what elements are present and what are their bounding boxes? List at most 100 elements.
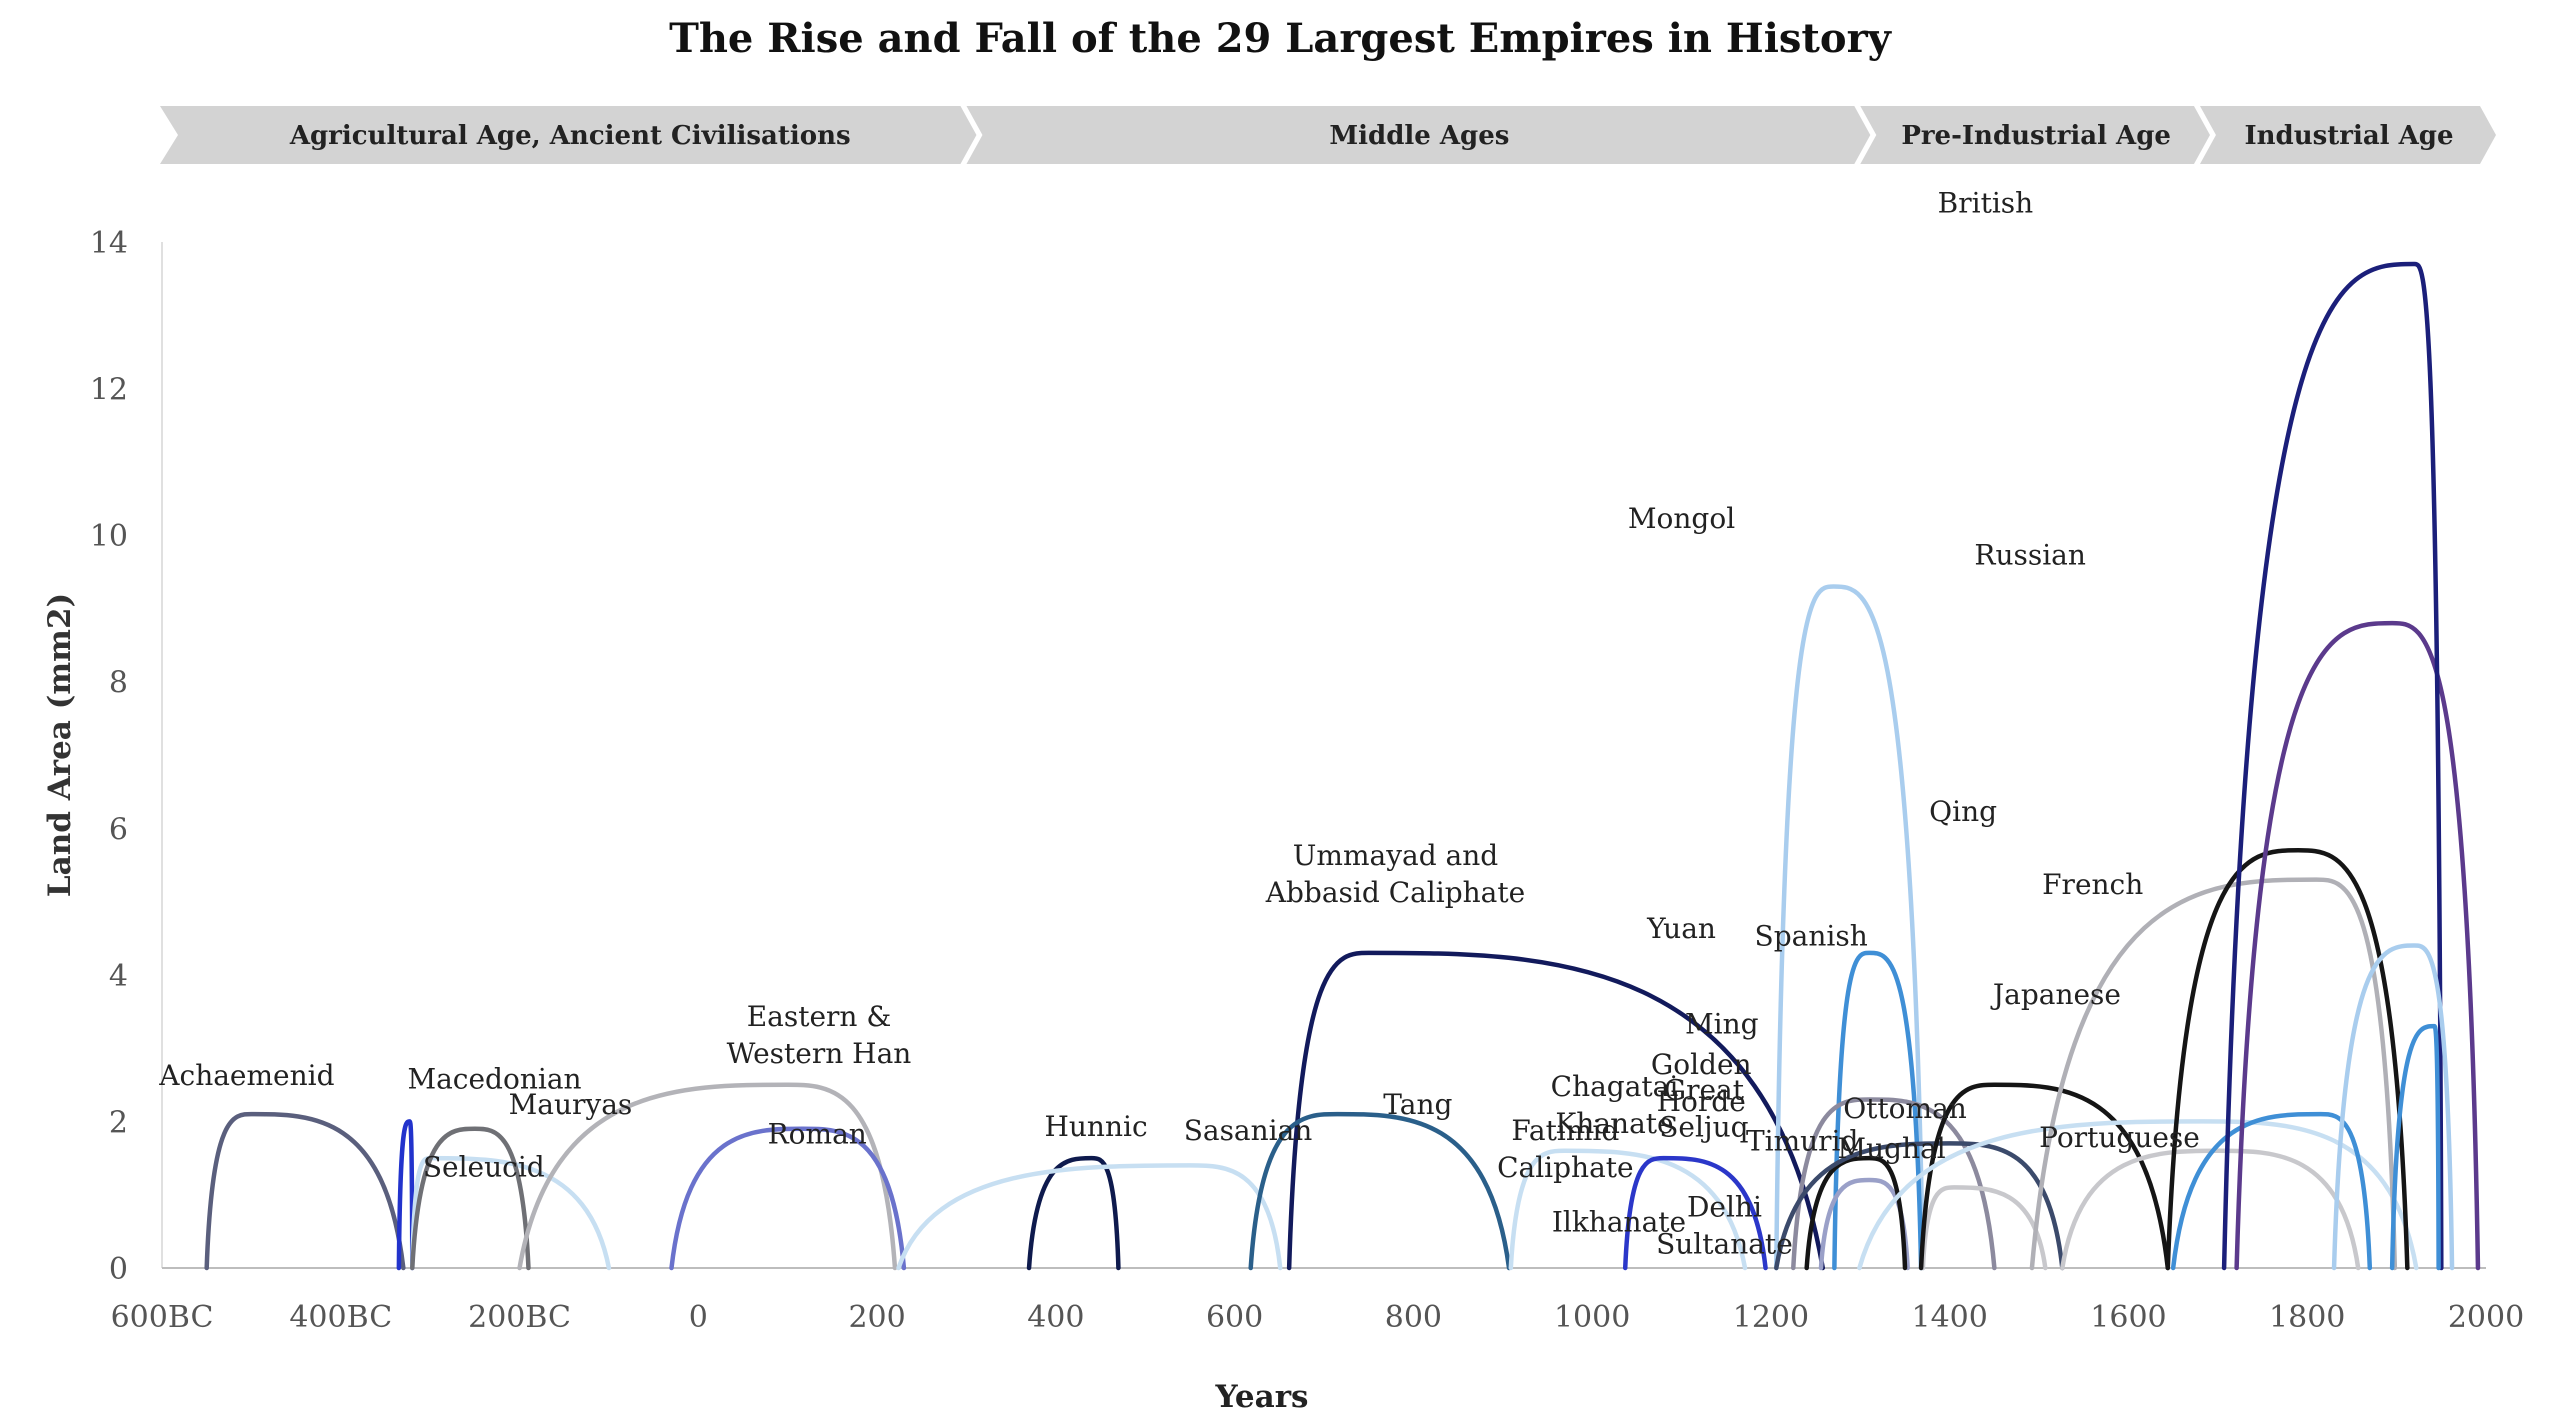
series-label-line: Western Han — [727, 1037, 912, 1070]
series-label-ottoman: Ottoman — [1843, 1092, 1967, 1125]
x-tick-label: 400BC — [289, 1300, 392, 1335]
series-line-roman — [669, 1126, 907, 1271]
series-line-hunnic — [1026, 1155, 1121, 1271]
era-label-agricultural-age-ancient-civilisations: Agricultural Age, Ancient Civilisations — [289, 121, 851, 151]
series-label-line: Tang — [1383, 1088, 1452, 1121]
series-label-line: Eastern & — [747, 1000, 892, 1033]
x-tick-label: 200BC — [468, 1300, 571, 1335]
series-line-japanese — [2389, 1023, 2441, 1271]
x-axis-label: Years — [1214, 1379, 1308, 1415]
series-label-line: Ottoman — [1843, 1092, 1967, 1125]
series-label-line: Chagatai — [1551, 1070, 1679, 1103]
series-line-mughal — [2060, 1148, 2361, 1271]
series-label-mongol: Mongol — [1628, 502, 1735, 535]
series-line-macedonian — [396, 1119, 415, 1271]
x-tick-label: 1800 — [2269, 1300, 2345, 1335]
series-label-japanese: Japanese — [1990, 978, 2121, 1011]
series-label-line: Macedonian — [407, 1062, 581, 1095]
series-line-yuan — [1832, 950, 1924, 1271]
series-label-macedonian: Macedonian — [407, 1062, 581, 1095]
series-lines — [204, 261, 2481, 1271]
series-label-golden-horde: Golden Horde — [1651, 1048, 1752, 1118]
series-label-portuguese: Portuguese — [2039, 1121, 2200, 1154]
y-tick-label: 2 — [109, 1105, 128, 1140]
series-label-line: Ummayad and — [1293, 839, 1498, 872]
series-label-line: Spanish — [1755, 920, 1868, 953]
series-label-achaemenid: Achaemenid — [158, 1059, 334, 1092]
x-tick-label: 0 — [689, 1300, 708, 1335]
series-label-line: Timurid — [1746, 1125, 1859, 1158]
series-line-british — [2221, 261, 2444, 1271]
series-label-ilkhanate: Ilkhanate — [1552, 1205, 1686, 1238]
series-label-roman: Roman — [768, 1117, 867, 1150]
series-label-line: Sultanate — [1656, 1228, 1793, 1261]
series-label-line: Ilkhanate — [1552, 1205, 1686, 1238]
series-label-chagatai-khanate: Chagatai Khanate — [1551, 1070, 1679, 1140]
series-label-timurid: Timurid — [1746, 1125, 1859, 1158]
series-label-ming: Ming — [1685, 1007, 1759, 1040]
series-label-line: Great — [1664, 1073, 1745, 1106]
x-tick-label: 1400 — [1912, 1300, 1988, 1335]
series-label-line: French — [2042, 868, 2143, 901]
series-line-qing — [2165, 848, 2410, 1271]
series-labels: Achaemenid Macedonian Seleucid Mauryas Easte… — [158, 187, 2200, 1261]
x-tick-label: 1200 — [1733, 1300, 1809, 1335]
era-arrow-agricultural-age-ancient-civilisations — [160, 106, 977, 164]
era-arrow-industrial-age — [2199, 106, 2496, 164]
era-arrow-pre-industrial-age — [1860, 106, 2210, 164]
y-axis-label: Land Area (mm2) — [42, 593, 78, 897]
x-tick-label: 2000 — [2448, 1300, 2524, 1335]
series-label-line: Mongol — [1628, 502, 1735, 535]
x-tick-label: 200 — [848, 1300, 905, 1335]
series-label-line: Caliphate — [1497, 1151, 1634, 1184]
chart-title: The Rise and Fall of the 29 Largest Empi… — [669, 15, 1893, 62]
series-line-delhi-sultanate — [1774, 1141, 2065, 1271]
y-tick-label: 6 — [109, 812, 128, 847]
series-line-portuguese — [2170, 1111, 2373, 1271]
series-label-line: Roman — [768, 1117, 867, 1150]
series-label-line: Qing — [1929, 795, 1997, 828]
series-label-line: Japanese — [1990, 978, 2121, 1011]
x-tick-label: 1000 — [1554, 1300, 1630, 1335]
axes: 600BC 400BC 200BC 0 200 400 600 800 1000 1200 1400… — [90, 226, 2524, 1335]
x-tick-label: 400 — [1027, 1300, 1084, 1335]
x-tick-label: 600BC — [111, 1300, 214, 1335]
series-line-tang — [1248, 1111, 1512, 1271]
series-label-line: Mauryas — [509, 1088, 633, 1121]
series-label-eastern-western-han: Eastern & Western Han — [727, 1000, 912, 1070]
series-label-mauryas: Mauryas — [509, 1088, 633, 1121]
series-label-line: Abbasid Caliphate — [1265, 876, 1525, 909]
series-line-fatimid-caliphate — [1508, 1148, 1748, 1271]
series-label-russian: Russian — [1974, 538, 2086, 571]
series-line-mauryas — [410, 1126, 531, 1271]
y-tick-label: 14 — [90, 226, 128, 261]
series-label-line: Yuan — [1646, 912, 1716, 945]
x-tick-label: 600 — [1206, 1300, 1263, 1335]
series-label-line: Portuguese — [2039, 1121, 2200, 1154]
era-label-pre-industrial-age: Pre-Industrial Age — [1901, 121, 2171, 151]
series-label-line: Mughal — [1837, 1132, 1945, 1165]
y-tick-label: 4 — [109, 959, 128, 994]
series-label-line: Seljuq — [1659, 1110, 1748, 1143]
series-label-tang: Tang — [1383, 1088, 1452, 1121]
series-label-line: Golden — [1651, 1048, 1752, 1081]
series-label-ummayad-and-abbasid-caliphate: Ummayad and Abbasid Caliphate — [1265, 839, 1525, 909]
series-label-line: Seleucid — [423, 1150, 545, 1183]
series-label-line: Delhi — [1687, 1191, 1762, 1224]
series-label-spanish: Spanish — [1755, 920, 1868, 953]
series-line-ottoman — [1857, 1119, 2419, 1271]
series-label-hunnic: Hunnic — [1044, 1110, 1147, 1143]
series-label-line: British — [1938, 187, 2034, 220]
series-label-seleucid: Seleucid — [423, 1150, 545, 1183]
series-line-chagatai-khanate — [1791, 1097, 1997, 1271]
series-line-ming — [1918, 1082, 2171, 1271]
series-label-yuan: Yuan — [1646, 912, 1716, 945]
series-line-french — [2331, 943, 2455, 1271]
series-line-russian — [2234, 620, 2481, 1271]
y-tick-label: 0 — [109, 1252, 128, 1287]
era-label-middle-ages: Middle Ages — [1329, 121, 1509, 151]
series-label-line: Fatimid — [1511, 1114, 1619, 1147]
series-label-line: Russian — [1974, 538, 2086, 571]
era-banner: Agricultural Age, Ancient Civilisations M… — [160, 106, 2496, 164]
